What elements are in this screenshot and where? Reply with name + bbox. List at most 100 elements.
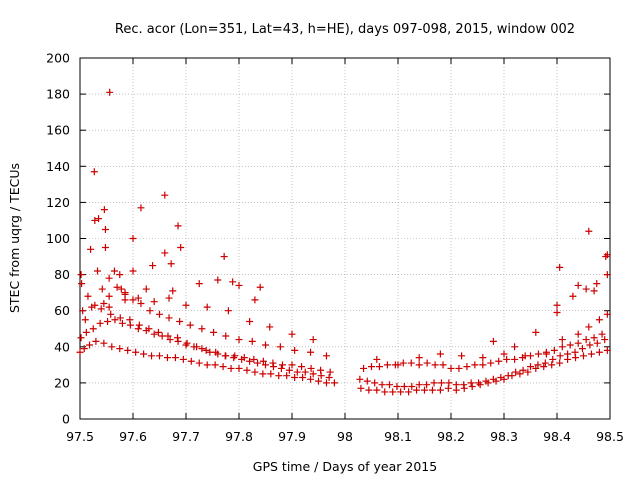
data-point xyxy=(126,316,134,324)
chart-title: Rec. acor (Lon=351, Lat=43, h=HE), days … xyxy=(115,22,575,37)
data-point xyxy=(602,253,610,261)
data-point xyxy=(436,386,444,394)
data-point xyxy=(203,303,211,311)
data-point xyxy=(166,336,174,344)
data-point xyxy=(325,373,333,381)
data-point xyxy=(193,343,201,351)
grid xyxy=(80,58,610,419)
data-point xyxy=(91,301,99,309)
data-point xyxy=(235,281,243,289)
x-tick-label: 97.9 xyxy=(278,429,306,444)
data-point xyxy=(179,355,187,363)
data-point xyxy=(309,336,317,344)
data-point xyxy=(534,350,542,358)
data-point xyxy=(165,314,173,322)
x-tick-label: 97.5 xyxy=(66,429,94,444)
data-point xyxy=(423,359,431,367)
data-point xyxy=(113,283,121,291)
data-point xyxy=(220,253,228,261)
data-point xyxy=(556,359,564,367)
data-point xyxy=(415,381,423,389)
data-point xyxy=(182,341,190,349)
data-point xyxy=(82,328,90,336)
data-point xyxy=(174,334,182,342)
data-point xyxy=(595,316,603,324)
data-point xyxy=(534,361,542,369)
data-point xyxy=(259,370,267,378)
data-point xyxy=(405,388,413,396)
data-point xyxy=(129,267,137,275)
data-point xyxy=(415,361,423,369)
data-point xyxy=(580,352,587,360)
data-point xyxy=(571,348,579,356)
data-point xyxy=(511,355,519,363)
data-point xyxy=(556,263,564,271)
data-point xyxy=(475,379,483,387)
data-point xyxy=(116,345,124,353)
data-point xyxy=(163,354,171,362)
y-tick-labels: 0 20 40 60 80 100 120 140 160 180 200 xyxy=(46,51,70,427)
data-point xyxy=(161,191,169,199)
data-point xyxy=(593,339,601,347)
data-point xyxy=(171,354,179,362)
data-point xyxy=(275,372,283,380)
data-point xyxy=(134,325,142,333)
data-point xyxy=(512,368,520,376)
data-point xyxy=(101,244,109,252)
data-point xyxy=(105,274,113,282)
data-point xyxy=(107,310,115,318)
data-point xyxy=(585,323,593,331)
data-point xyxy=(135,321,143,329)
data-point xyxy=(137,299,145,307)
data-point xyxy=(76,348,84,356)
data-point xyxy=(116,271,124,279)
data-point xyxy=(603,271,611,279)
y-tick-label: 0 xyxy=(62,412,70,427)
data-point xyxy=(111,316,119,324)
data-point xyxy=(511,343,519,351)
data-point xyxy=(78,280,86,288)
data-point xyxy=(383,361,391,369)
data-point xyxy=(460,381,468,389)
y-tick-label: 60 xyxy=(54,303,70,318)
data-point xyxy=(558,343,566,351)
data-point xyxy=(368,363,375,371)
data-point xyxy=(98,285,106,293)
data-point xyxy=(541,359,549,367)
data-point xyxy=(187,357,195,365)
data-point xyxy=(598,330,606,338)
data-point xyxy=(471,361,479,369)
data-point xyxy=(489,375,497,383)
data-point xyxy=(116,314,124,322)
data-point xyxy=(77,334,85,342)
data-point xyxy=(566,341,574,349)
data-point xyxy=(100,299,108,307)
y-tick-label: 200 xyxy=(46,51,70,66)
data-point xyxy=(356,375,364,383)
data-point xyxy=(251,368,259,376)
data-point xyxy=(278,361,286,369)
data-point xyxy=(293,368,301,376)
data-point xyxy=(212,348,220,356)
data-point xyxy=(93,267,101,275)
data-point xyxy=(118,319,126,327)
data-point xyxy=(235,336,243,344)
data-point xyxy=(603,310,611,318)
data-point xyxy=(587,350,595,358)
data-point xyxy=(550,346,558,354)
data-point xyxy=(169,287,177,295)
data-point xyxy=(100,206,108,214)
x-tick-label: 97.6 xyxy=(119,429,147,444)
data-point xyxy=(439,361,447,369)
data-point xyxy=(92,337,100,345)
data-point xyxy=(269,359,277,367)
data-point xyxy=(447,364,455,372)
data-point xyxy=(556,352,564,360)
data-point xyxy=(553,301,561,309)
y-tick-label: 80 xyxy=(54,267,70,282)
data-point xyxy=(603,251,611,259)
data-point xyxy=(299,373,307,381)
data-point xyxy=(463,363,471,371)
data-point xyxy=(569,292,577,300)
